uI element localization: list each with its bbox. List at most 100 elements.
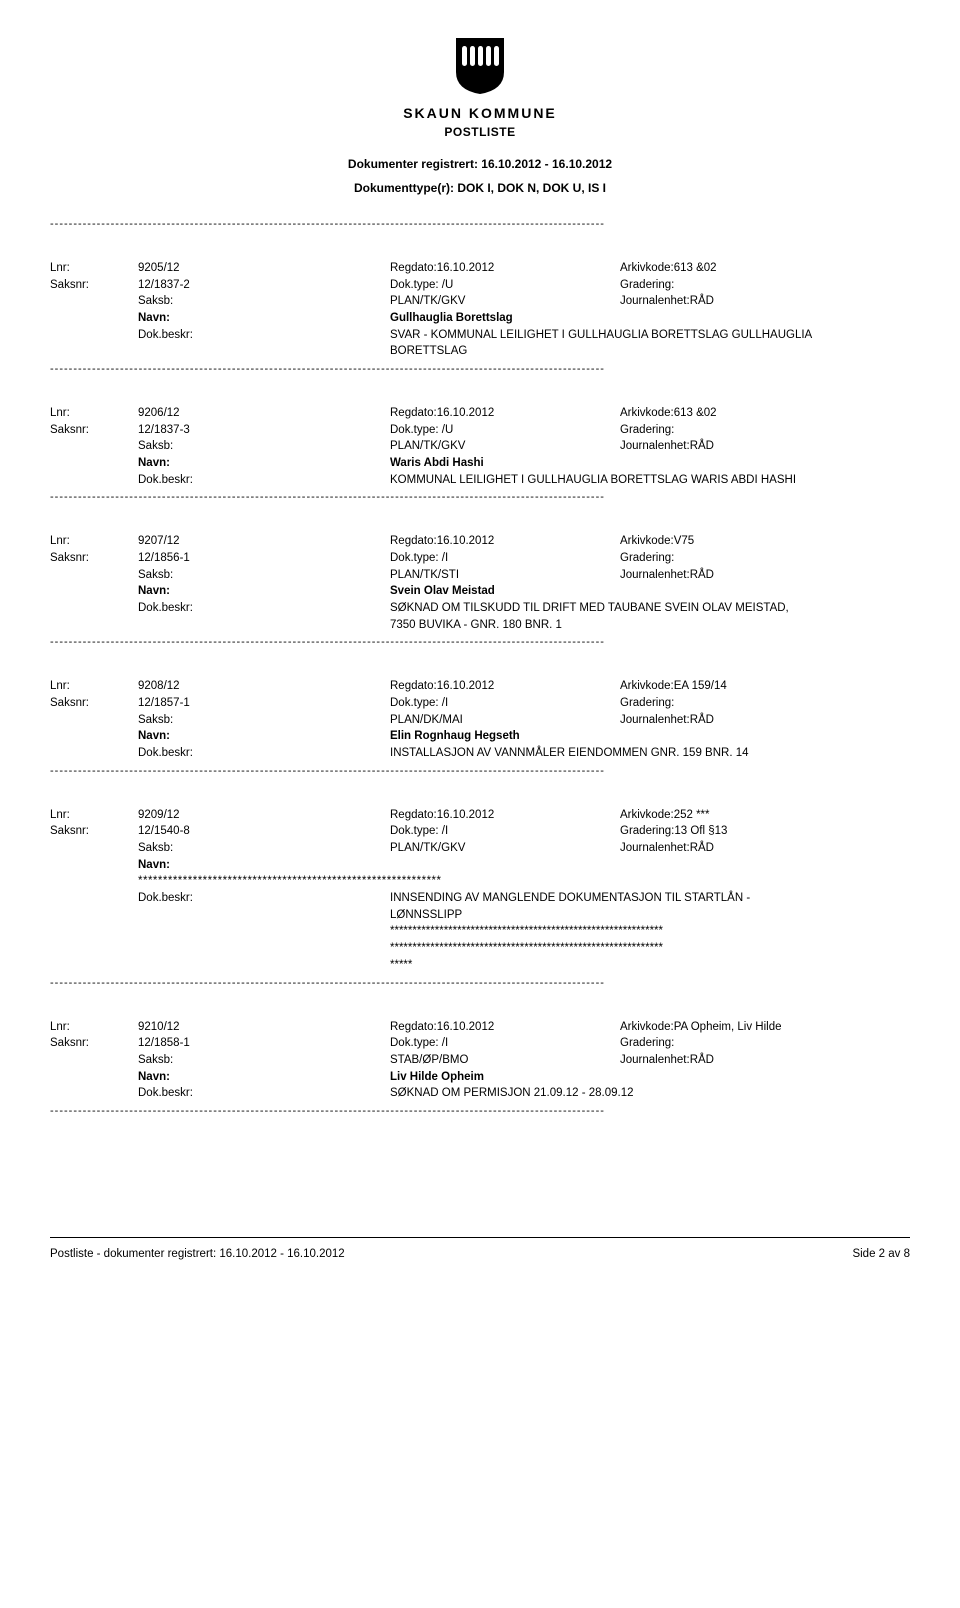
- saksnr-label: Saksnr:: [50, 279, 89, 291]
- saksb-label: Saksb:: [138, 842, 173, 854]
- arkivkode-value: 613 &02: [674, 262, 717, 274]
- doktype-label: Dok.type:: [390, 552, 439, 564]
- saksnr-label: Saksnr:: [50, 697, 89, 709]
- navn-label: Navn:: [138, 585, 170, 597]
- saksb-label: Saksb:: [138, 569, 173, 581]
- saksnr-value: 12/1856-1: [138, 552, 190, 564]
- redacted-stars: ****************************************…: [138, 875, 442, 887]
- lnr-value: 9210/12: [138, 1021, 180, 1033]
- journal-value: RÅD: [690, 569, 714, 581]
- regdato-value: 16.10.2012: [437, 407, 495, 419]
- journal-value: RÅD: [690, 295, 714, 307]
- saksb-value: PLAN/TK/GKV: [390, 295, 465, 307]
- gradering-value: 13 Ofl §13: [674, 825, 727, 837]
- regdato-label: Regdato:: [390, 809, 437, 821]
- journal-value: RÅD: [690, 842, 714, 854]
- lnr-label: Lnr:: [50, 535, 70, 547]
- journal-label: Journalenhet:: [620, 1054, 690, 1066]
- navn-label: Navn:: [138, 859, 170, 871]
- navn-value: Liv Hilde Opheim: [390, 1071, 484, 1083]
- regdato-value: 16.10.2012: [437, 535, 495, 547]
- page-title: POSTLISTE: [50, 125, 910, 139]
- separator: ----------------------------------------…: [50, 637, 910, 648]
- regdato-label: Regdato:: [390, 535, 437, 547]
- list-item: Lnr: 9205/12 Regdato:16.10.2012 Arkivkod…: [50, 260, 910, 360]
- beskr-value-cont: 7350 BUVIKA - GNR. 180 BNR. 1: [390, 619, 562, 631]
- saksb-label: Saksb:: [138, 714, 173, 726]
- saksb-value: PLAN/TK/STI: [390, 569, 459, 581]
- navn-value: Elin Rognhaug Hegseth: [390, 730, 520, 742]
- beskr-value: INSTALLASJON AV VANNMÅLER EIENDOMMEN GNR…: [390, 747, 749, 759]
- saksnr-value: 12/1857-1: [138, 697, 190, 709]
- saksb-value: PLAN/TK/GKV: [390, 842, 465, 854]
- arkivkode-label: Arkivkode:: [620, 535, 674, 547]
- saksnr-label: Saksnr:: [50, 1037, 89, 1049]
- doktype-label: Dok.type:: [390, 424, 439, 436]
- journal-value: RÅD: [690, 440, 714, 452]
- page-footer: Postliste - dokumenter registrert: 16.10…: [50, 1237, 910, 1260]
- doktype-value: /U: [442, 424, 454, 436]
- regdato-value: 16.10.2012: [437, 680, 495, 692]
- separator: ----------------------------------------…: [50, 364, 910, 375]
- lnr-label: Lnr:: [50, 407, 70, 419]
- saksb-value: PLAN/TK/GKV: [390, 440, 465, 452]
- beskr-value-cont: LØNNSSLIPP: [390, 909, 462, 921]
- lnr-value: 9207/12: [138, 535, 180, 547]
- navn-label: Navn:: [138, 730, 170, 742]
- beskr-value: SØKNAD OM TILSKUDD TIL DRIFT MED TAUBANE…: [390, 602, 789, 614]
- separator: ----------------------------------------…: [50, 219, 910, 230]
- journal-label: Journalenhet:: [620, 714, 690, 726]
- gradering-label: Gradering:: [620, 279, 674, 291]
- navn-value: Svein Olav Meistad: [390, 585, 495, 597]
- navn-value: Waris Abdi Hashi: [390, 457, 484, 469]
- doktype-value: /I: [442, 552, 448, 564]
- beskr-value-cont: BORETTSLAG: [390, 345, 467, 357]
- regdato-value: 16.10.2012: [437, 262, 495, 274]
- redacted-stars: *****: [390, 959, 412, 971]
- list-item: Lnr: 9207/12 Regdato:16.10.2012 Arkivkod…: [50, 533, 910, 633]
- gradering-label: Gradering:: [620, 1037, 674, 1049]
- arkivkode-label: Arkivkode:: [620, 680, 674, 692]
- beskr-label: Dok.beskr:: [138, 602, 193, 614]
- beskr-value: KOMMUNAL LEILIGHET I GULLHAUGLIA BORETTS…: [390, 474, 796, 486]
- navn-value: Gullhauglia Borettslag: [390, 312, 513, 324]
- shield-icon: [452, 36, 508, 96]
- regdato-value: 16.10.2012: [437, 1021, 495, 1033]
- saksnr-value: 12/1837-2: [138, 279, 190, 291]
- saksb-label: Saksb:: [138, 1054, 173, 1066]
- saksb-label: Saksb:: [138, 440, 173, 452]
- separator: ----------------------------------------…: [50, 766, 910, 777]
- footer-left: Postliste - dokumenter registrert: 16.10…: [50, 1248, 345, 1260]
- separator: ----------------------------------------…: [50, 978, 910, 989]
- lnr-value: 9206/12: [138, 407, 180, 419]
- saksnr-value: 12/1540-8: [138, 825, 190, 837]
- beskr-label: Dok.beskr:: [138, 892, 193, 904]
- saksnr-value: 12/1837-3: [138, 424, 190, 436]
- separator: ----------------------------------------…: [50, 1106, 910, 1117]
- arkivkode-value: EA 159/14: [674, 680, 727, 692]
- date-range: Dokumenter registrert: 16.10.2012 - 16.1…: [50, 157, 910, 171]
- footer-right: Side 2 av 8: [852, 1248, 910, 1260]
- saksb-value: STAB/ØP/BMO: [390, 1054, 468, 1066]
- arkivkode-value: PA Opheim, Liv Hilde: [674, 1021, 782, 1033]
- doc-types: Dokumenttype(r): DOK I, DOK N, DOK U, IS…: [50, 181, 910, 195]
- list-item: Lnr: 9210/12 Regdato:16.10.2012 Arkivkod…: [50, 1019, 910, 1102]
- beskr-value: SVAR - KOMMUNAL LEILIGHET I GULLHAUGLIA …: [390, 329, 812, 341]
- journal-value: RÅD: [690, 714, 714, 726]
- beskr-label: Dok.beskr:: [138, 329, 193, 341]
- arkivkode-label: Arkivkode:: [620, 1021, 674, 1033]
- lnr-label: Lnr:: [50, 262, 70, 274]
- regdato-label: Regdato:: [390, 680, 437, 692]
- navn-label: Navn:: [138, 312, 170, 324]
- lnr-label: Lnr:: [50, 1021, 70, 1033]
- gradering-label: Gradering:: [620, 697, 674, 709]
- navn-label: Navn:: [138, 1071, 170, 1083]
- saksnr-label: Saksnr:: [50, 825, 89, 837]
- doktype-label: Dok.type:: [390, 825, 439, 837]
- journal-value: RÅD: [690, 1054, 714, 1066]
- regdato-value: 16.10.2012: [437, 809, 495, 821]
- navn-label: Navn:: [138, 457, 170, 469]
- beskr-value: SØKNAD OM PERMISJON 21.09.12 - 28.09.12: [390, 1087, 634, 1099]
- beskr-label: Dok.beskr:: [138, 1087, 193, 1099]
- municipal-logo: [50, 36, 910, 101]
